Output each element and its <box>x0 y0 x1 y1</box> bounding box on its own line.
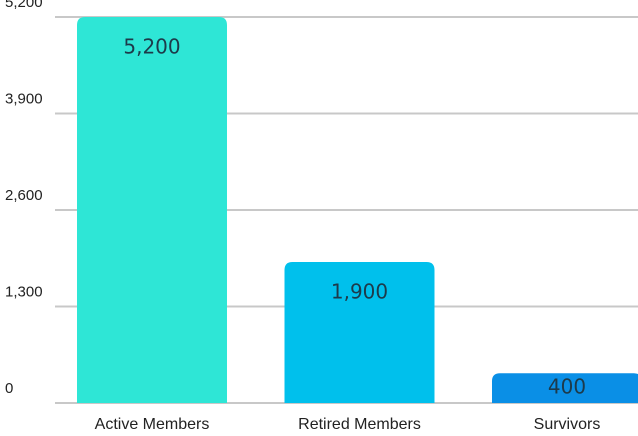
x-tick-label: Active Members <box>95 416 210 433</box>
value-label: 400 <box>548 375 586 399</box>
x-tick-label: Survivors <box>534 416 601 433</box>
bar <box>77 17 227 403</box>
value-label: 5,200 <box>123 35 180 59</box>
y-tick-label: 0 <box>5 380 13 397</box>
y-tick-label: 2,600 <box>5 187 43 204</box>
bar <box>492 373 638 403</box>
x-tick-label: Retired Members <box>298 416 421 433</box>
y-tick-label: 3,900 <box>5 90 43 107</box>
y-tick-label: 1,300 <box>5 283 43 300</box>
y-tick-label: 5,200 <box>5 0 43 11</box>
bar <box>284 261 435 403</box>
value-label: 1,900 <box>331 279 388 303</box>
